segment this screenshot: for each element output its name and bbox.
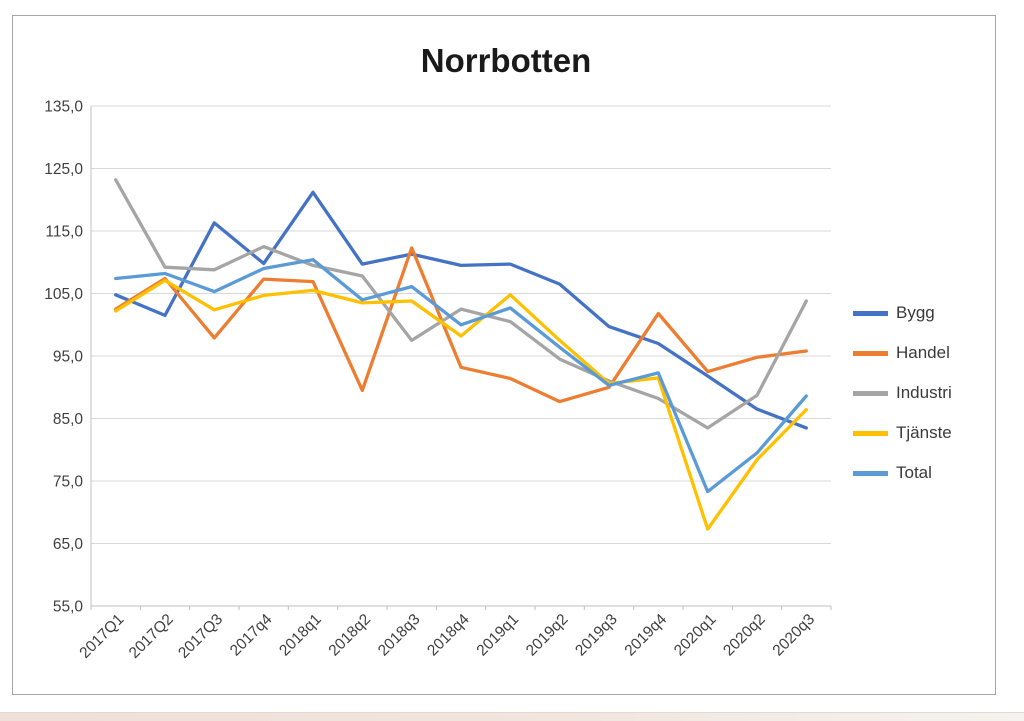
legend-item-handel: Handel — [853, 333, 993, 373]
x-tick-label: 2018q1 — [276, 611, 325, 660]
legend-label: Industri — [896, 383, 952, 402]
legend-label: Tjänste — [896, 423, 952, 442]
x-tick-label: 2017Q3 — [175, 611, 226, 662]
legend-label: Handel — [896, 343, 950, 362]
bottom-window-edge — [0, 712, 1024, 721]
x-tick-label: 2020q1 — [671, 611, 720, 660]
x-tick-label: 2020q2 — [720, 611, 769, 660]
y-tick-label: 95,0 — [53, 349, 84, 366]
line-chart-canvas: 135,0 125,0 115,0 105,0 95,0 85,0 75,0 65,0 55,0… — [44, 99, 832, 662]
legend-line-marker — [853, 310, 888, 316]
x-tick-label: 2017q4 — [227, 611, 276, 660]
y-tick-label: 65,0 — [53, 536, 84, 553]
chart-frame: Norrbotten 135,0 125,0 115,0 105,0 95,0 85,0 7… — [12, 15, 996, 695]
y-tick-label: 55,0 — [53, 599, 84, 616]
series-line-total — [114, 258, 808, 494]
x-tick-label: 2019q1 — [474, 611, 523, 660]
series-line-industri — [114, 178, 808, 430]
x-tick-label: 2017Q2 — [126, 611, 177, 662]
x-tick-label: 2018q2 — [326, 611, 375, 660]
x-tick-label: 2019q4 — [622, 611, 671, 660]
chart-legend: Bygg Handel Industri Tjänste Total — [853, 293, 993, 493]
x-tick-label: 2019q3 — [572, 611, 621, 660]
legend-line-marker — [853, 350, 888, 356]
series-line-bygg — [114, 190, 808, 430]
y-tick-label: 85,0 — [53, 411, 84, 428]
y-tick-label: 125,0 — [44, 161, 83, 178]
legend-line-marker — [853, 430, 888, 436]
legend-item-total: Total — [853, 453, 993, 493]
y-tick-label: 105,0 — [44, 286, 83, 303]
legend-label: Bygg — [896, 303, 935, 322]
x-tick-label: 2018q4 — [424, 611, 473, 660]
legend-item-industri: Industri — [853, 373, 993, 413]
x-tick-label: 2017Q1 — [76, 611, 127, 662]
y-tick-label: 115,0 — [45, 224, 83, 241]
series-line-handel — [114, 246, 808, 404]
y-tick-label: 135,0 — [44, 99, 83, 116]
x-tick-label: 2020q3 — [770, 611, 819, 660]
legend-item-tjänste: Tjänste — [853, 413, 993, 453]
x-tick-label: 2018q3 — [375, 611, 424, 660]
legend-line-marker — [853, 470, 888, 476]
legend-item-bygg: Bygg — [853, 293, 993, 333]
series-line-tjänste — [114, 278, 808, 531]
x-tick-label: 2019q2 — [523, 611, 572, 660]
y-tick-label: 75,0 — [53, 474, 84, 491]
legend-line-marker — [853, 390, 888, 396]
chart-title: Norrbotten — [420, 42, 592, 79]
legend-label: Total — [896, 463, 932, 482]
